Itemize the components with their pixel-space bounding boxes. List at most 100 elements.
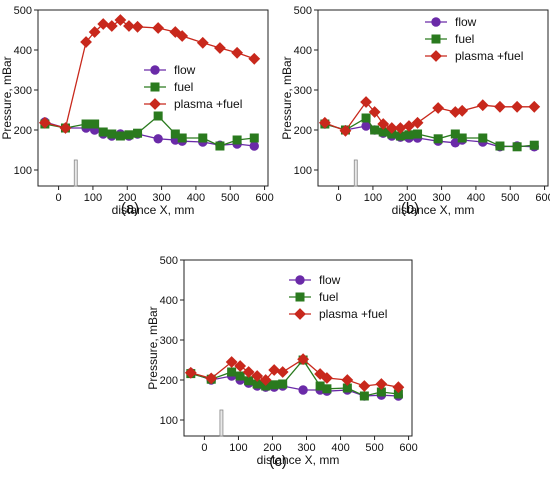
data-point — [88, 26, 101, 38]
series-plasma-fuel — [184, 353, 405, 394]
data-point — [268, 364, 281, 376]
data-point — [432, 102, 445, 114]
data-point — [297, 353, 310, 366]
x-tick-label: 0 — [336, 192, 342, 204]
legend: flow fuel plasma +fuel — [144, 63, 242, 111]
legend-marker — [150, 82, 160, 92]
legend-marker — [431, 34, 441, 44]
data-point — [276, 366, 289, 378]
data-point — [242, 366, 255, 378]
y-tick-label: 300 — [294, 85, 312, 97]
data-point — [176, 30, 189, 42]
legend-marker — [149, 98, 161, 110]
position-marker-bar — [73, 159, 78, 187]
data-point — [339, 124, 352, 137]
legend-entry: flow — [455, 15, 477, 29]
data-point — [251, 370, 264, 382]
data-point — [404, 130, 414, 140]
data-point — [235, 371, 245, 381]
series-line — [44, 19, 255, 129]
data-point — [361, 113, 371, 123]
data-point — [511, 100, 524, 113]
data-point — [375, 378, 388, 390]
x-axis-label: distance X, mm — [392, 203, 475, 217]
x-tick-label: 200 — [398, 192, 416, 204]
plot-frame — [37, 9, 269, 187]
x-axis-label: distance X, mm — [257, 453, 340, 467]
y-tick-label: 400 — [160, 295, 178, 307]
data-point — [368, 106, 381, 118]
legend: flow fuel plasma +fuel — [289, 273, 387, 321]
x-tick-label: 500 — [221, 192, 239, 204]
x-tick-label: 400 — [187, 192, 205, 204]
data-point — [259, 374, 272, 386]
chart-panel-2: 0 100 200 300 400 500 600 100 200 300 400 500 distan… — [280, 5, 550, 217]
data-point — [225, 356, 238, 368]
data-point — [370, 125, 380, 135]
legend-marker — [431, 17, 441, 27]
data-point — [358, 380, 371, 392]
x-tick-label: 200 — [263, 442, 281, 454]
x-tick-label: 600 — [255, 192, 273, 204]
legend-entry: plasma +fuel — [455, 49, 523, 63]
data-point — [38, 116, 51, 129]
y-tick-label: 300 — [14, 85, 32, 97]
series-flow — [186, 368, 404, 401]
data-point — [196, 36, 209, 49]
y-tick-label: 100 — [160, 415, 178, 427]
y-tick-label: 200 — [294, 125, 312, 137]
chart-panel-1: 0 100 200 300 400 500 600 100 200 300 400 500 distan… — [0, 5, 274, 217]
data-point — [114, 14, 127, 26]
y-axis-label: Pressure, mBar — [0, 56, 14, 139]
data-point — [244, 376, 254, 386]
data-point — [413, 129, 423, 139]
legend-marker — [430, 50, 442, 62]
legend-marker — [295, 292, 305, 302]
data-point — [476, 99, 489, 112]
data-point — [360, 96, 372, 108]
legend-entry: flow — [174, 63, 196, 77]
plot-frame — [317, 9, 549, 187]
data-point — [377, 118, 390, 130]
legend-entry: fuel — [319, 290, 338, 304]
data-point — [214, 42, 226, 54]
data-point — [98, 127, 108, 137]
legend-entry: flow — [319, 273, 341, 287]
data-point — [131, 20, 144, 33]
y-tick-label: 100 — [14, 165, 32, 177]
data-point — [403, 120, 415, 132]
data-point — [456, 104, 469, 117]
series-plasma-fuel — [38, 14, 261, 134]
data-point — [153, 111, 163, 121]
x-tick-label: 300 — [297, 442, 315, 454]
y-tick-label: 200 — [160, 375, 178, 387]
x-tick-label: 300 — [432, 192, 450, 204]
data-point — [81, 119, 91, 129]
x-tick-label: 100 — [364, 192, 382, 204]
data-point — [318, 116, 331, 129]
data-point — [205, 372, 218, 385]
y-tick-label: 400 — [294, 45, 312, 57]
legend-entry: fuel — [174, 80, 193, 94]
data-point — [248, 52, 261, 65]
x-axis-label: distance X, mm — [112, 203, 195, 217]
x-tick-label: 100 — [229, 442, 247, 454]
y-axis-label: Pressure, mBar — [146, 306, 160, 389]
data-point — [494, 100, 506, 113]
x-tick-label: 600 — [535, 192, 550, 204]
y-tick-label: 300 — [160, 335, 178, 347]
legend: flow fuel plasma +fuel — [425, 15, 523, 63]
legend-entry: plasma +fuel — [174, 97, 242, 111]
x-tick-label: 200 — [118, 192, 136, 204]
data-point — [231, 46, 244, 59]
data-point — [59, 122, 72, 134]
y-tick-label: 200 — [14, 125, 32, 137]
data-point — [278, 379, 288, 389]
y-tick-label: 500 — [160, 255, 178, 267]
data-point — [153, 134, 163, 144]
data-point — [198, 133, 208, 143]
y-tick-label: 400 — [14, 45, 32, 57]
data-point — [105, 20, 118, 32]
position-marker-bar — [219, 409, 224, 437]
